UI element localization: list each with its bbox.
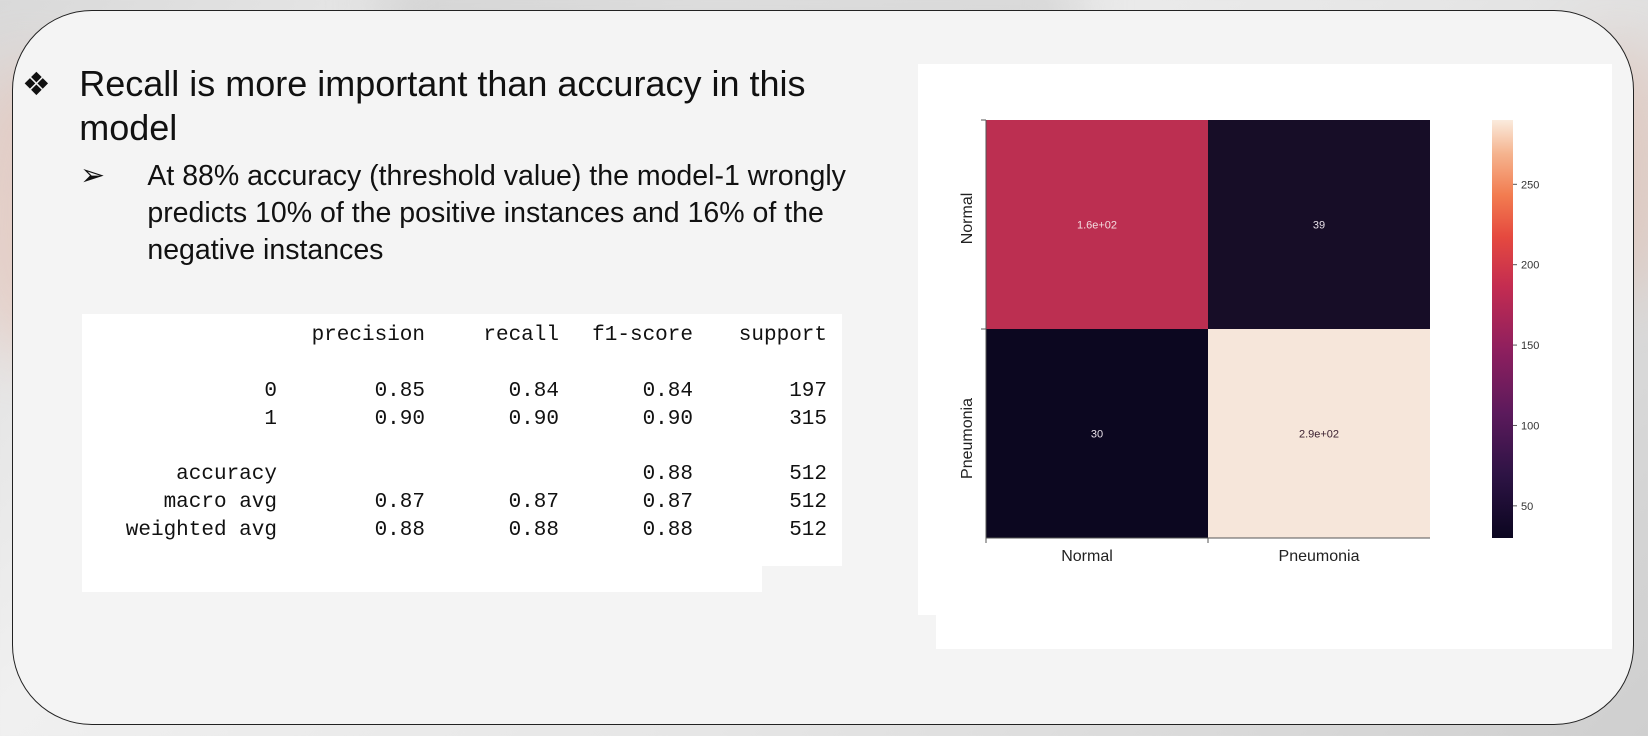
report-header-cell: f1-score <box>592 324 693 348</box>
report-cell: 0.87 <box>374 491 425 515</box>
report-row: accuracy 0.88 512 <box>82 461 827 489</box>
report-cell: 0.87 <box>642 491 693 515</box>
x-tick-label: Normal <box>1061 548 1113 565</box>
chart-panel-extension <box>936 615 1612 649</box>
cell-annotation: 39 <box>1313 220 1325 232</box>
cell-annotation: 30 <box>1091 429 1103 441</box>
report-cell: 0.88 <box>374 518 425 542</box>
report-spacer-row <box>82 433 827 461</box>
report-header-cell: precision <box>311 324 425 348</box>
report-cell: 0.88 <box>642 518 693 542</box>
report-cell: macro avg <box>163 491 277 515</box>
colorbar-tick-label: 150 <box>1521 340 1539 352</box>
report-header-cell: recall <box>483 324 559 348</box>
report-cell: 0 <box>264 379 277 403</box>
report-cell: weighted avg <box>125 518 277 542</box>
report-table: precision recall f1-score support 0 0.85 0.84 0… <box>82 322 827 544</box>
heading-text: Recall is more important than accuracy i… <box>79 63 806 148</box>
cell-annotation: 2.9e+02 <box>1299 429 1339 441</box>
colorbar-tick-label: 250 <box>1521 179 1539 191</box>
report-header-cell <box>82 322 277 350</box>
main-bullet: ❖ Recall is more important than accuracy… <box>22 62 902 150</box>
heatmap-cell <box>1208 120 1430 329</box>
y-tick-label: Normal <box>959 193 976 245</box>
confusion-matrix-heatmap: 1.6e+02 39 30 2.9e+02 Normal Pneumonia Normal P… <box>959 119 1539 565</box>
report-cell: 1 <box>264 407 277 431</box>
report-cell <box>82 433 277 461</box>
cell-annotation: 1.6e+02 <box>1077 220 1117 232</box>
diamond-bullet-icon: ❖ <box>22 65 51 103</box>
report-cell: accuracy <box>176 463 277 487</box>
sub-bullet-text: At 88% accuracy (threshold value) the mo… <box>147 160 846 266</box>
report-panel-extension <box>82 566 762 592</box>
report-cell <box>277 433 425 461</box>
report-cell <box>559 433 693 461</box>
report-cell: 0.84 <box>642 379 693 403</box>
classification-report: precision recall f1-score support 0 0.85 0.84 0… <box>82 314 842 566</box>
report-cell: 512 <box>789 491 827 515</box>
report-cell: 0.87 <box>508 491 559 515</box>
report-row: macro avg 0.87 0.87 0.87 512 <box>82 489 827 517</box>
confusion-matrix-panel: 1.6e+02 39 30 2.9e+02 Normal Pneumonia Normal P… <box>918 64 1612 615</box>
heatmap-cell <box>986 329 1208 538</box>
colorbar-tick-label: 200 <box>1521 260 1539 272</box>
report-cell <box>425 433 559 461</box>
report-cell: 315 <box>789 407 827 431</box>
report-header-cell: support <box>738 324 827 348</box>
report-cell: 0.90 <box>642 407 693 431</box>
report-cell: 512 <box>789 518 827 542</box>
report-cell <box>693 433 827 461</box>
report-cell: 0.85 <box>374 379 425 403</box>
y-tick-label: Pneumonia <box>959 398 976 479</box>
x-tick-label: Pneumonia <box>1279 548 1360 565</box>
report-cell: 0.84 <box>508 379 559 403</box>
colorbar-tick-label: 50 <box>1521 501 1533 513</box>
report-row: 1 0.90 0.90 0.90 315 <box>82 405 827 433</box>
colorbar <box>1492 120 1513 538</box>
heatmap-cell <box>986 120 1208 329</box>
report-row: 0 0.85 0.84 0.84 197 <box>82 378 827 406</box>
report-cell: 0.88 <box>642 463 693 487</box>
report-cell: 0.90 <box>508 407 559 431</box>
report-cell: 0.90 <box>374 407 425 431</box>
report-cell <box>277 461 425 489</box>
arrow-bullet-icon: ➢ <box>80 158 106 193</box>
report-cell: 197 <box>789 379 827 403</box>
heatmap-cell <box>1208 329 1430 538</box>
report-spacer-row <box>82 350 827 378</box>
report-cell: 0.88 <box>508 518 559 542</box>
report-header-row: precision recall f1-score support <box>82 322 827 350</box>
report-row: weighted avg 0.88 0.88 0.88 512 <box>82 517 827 545</box>
colorbar-tick-label: 100 <box>1521 420 1539 432</box>
report-cell <box>425 461 559 489</box>
sub-bullet: ➢ At 88% accuracy (threshold value) the … <box>80 158 900 269</box>
report-cell: 512 <box>789 463 827 487</box>
